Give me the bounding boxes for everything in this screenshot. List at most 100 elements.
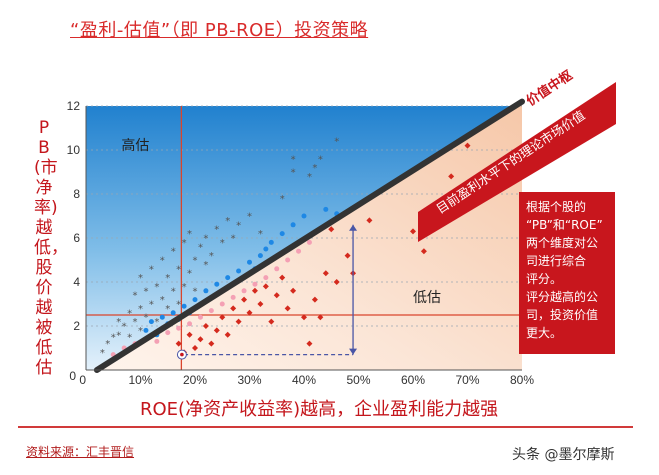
data-point: * [133, 291, 138, 302]
data-point [252, 281, 258, 287]
data-point [285, 257, 291, 263]
data-point: * [143, 313, 148, 324]
data-point [187, 321, 193, 327]
y-tick-label: 4 [73, 275, 80, 289]
data-point: * [236, 220, 241, 231]
data-point [273, 292, 280, 299]
data-point [323, 206, 329, 212]
data-point [219, 301, 225, 307]
data-point: * [193, 256, 198, 267]
data-point [192, 345, 198, 351]
data-point: * [231, 234, 236, 245]
x-tick-label: 0 [79, 373, 86, 387]
overvalued-label: 高估 [121, 137, 149, 154]
x-axis-label: ROE(净资产收益率)越高，企业盈利能力越强 [140, 399, 499, 420]
data-point: * [291, 154, 296, 165]
data-point [230, 294, 236, 300]
annotation-line: 司进行综合 [526, 253, 586, 268]
data-point: * [203, 260, 208, 271]
y-tick-label: 8 [73, 187, 80, 201]
undervalued-label: 低估 [413, 290, 441, 306]
author-credit: 头条 @墨尔摩斯 [512, 447, 615, 463]
data-point [284, 305, 291, 312]
data-point: * [154, 282, 159, 293]
data-point: * [203, 234, 208, 245]
data-point [197, 336, 204, 343]
data-point: * [105, 339, 110, 350]
y-tick-label: 12 [67, 99, 81, 113]
data-point [170, 310, 176, 316]
data-point [192, 297, 198, 303]
data-point [317, 314, 324, 321]
data-point [203, 288, 209, 294]
data-point [186, 331, 193, 338]
annotation-line: 评分越高的公 [526, 289, 598, 304]
footer-divider [18, 426, 633, 428]
data-point [236, 268, 242, 274]
data-point [268, 239, 274, 245]
annotation-line: 根据个股的 [526, 199, 586, 214]
data-point [268, 318, 275, 325]
data-point: * [100, 348, 105, 359]
annotation-line: 司，投资价值 [526, 307, 598, 322]
data-point [230, 305, 237, 312]
data-point: * [127, 333, 132, 344]
data-point: * [154, 317, 159, 328]
data-point [202, 323, 209, 329]
data-point: * [138, 273, 143, 284]
data-point [159, 314, 165, 320]
data-point [301, 213, 307, 219]
data-point [257, 301, 264, 307]
data-point [214, 281, 220, 287]
data-point [410, 228, 416, 235]
data-point [247, 259, 252, 265]
data-point: * [193, 286, 198, 297]
x-tick-label: 10% [128, 373, 152, 387]
data-point [420, 248, 427, 255]
data-point: * [111, 333, 116, 344]
data-point [290, 222, 296, 228]
data-point: * [187, 269, 192, 280]
data-point [263, 275, 269, 281]
data-point [333, 279, 340, 285]
data-point [181, 303, 187, 309]
data-point [176, 325, 182, 331]
data-point [197, 314, 203, 320]
data-point [148, 319, 154, 325]
data-point [262, 283, 269, 290]
data-point: * [149, 300, 154, 311]
data-point: * [214, 225, 219, 236]
annotation-line: “PB”和“ROE” [526, 218, 603, 232]
data-point [208, 340, 215, 347]
y-tick-label: 2 [73, 319, 80, 333]
x-tick-label: 70% [455, 373, 479, 387]
data-point: * [122, 322, 127, 333]
data-point [448, 173, 455, 180]
y-axis-label: PB(市净率)越低，股价越被低估 [34, 118, 68, 378]
data-point: * [182, 282, 187, 293]
data-point [263, 246, 269, 252]
data-point [464, 142, 471, 149]
market-value-band [418, 82, 616, 242]
data-point [225, 275, 231, 281]
data-point [241, 288, 247, 294]
annotation-line: 评分。 [526, 272, 562, 286]
annotation-line: 更大。 [526, 326, 562, 340]
data-point: * [116, 330, 121, 341]
x-tick-label: 20% [183, 373, 207, 387]
y-tick-label: 10 [67, 143, 81, 157]
gap-arrow-head [349, 224, 358, 231]
data-point: * [116, 317, 121, 328]
data-point: * [133, 317, 138, 328]
data-point [322, 270, 329, 277]
data-point: * [280, 194, 285, 205]
data-point [165, 330, 171, 336]
chart-title: “盈利-估值”（即 PB-ROE）投资策略 [70, 20, 369, 41]
value-center-line [93, 98, 525, 373]
data-point: * [143, 286, 148, 297]
data-point: * [198, 242, 203, 253]
data-point [257, 253, 263, 259]
data-point: * [160, 295, 165, 306]
data-point: * [307, 172, 312, 183]
data-point: * [165, 273, 170, 284]
